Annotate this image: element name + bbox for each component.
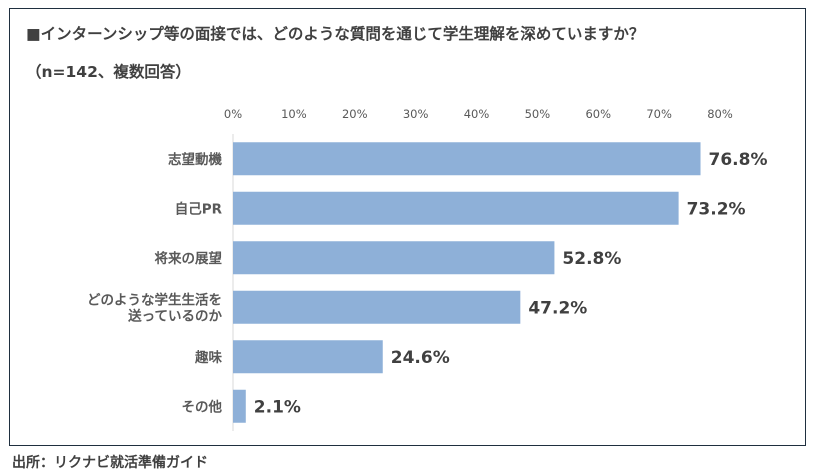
- x-tick-label: 50%: [525, 107, 551, 121]
- x-tick-label: 0%: [224, 107, 242, 121]
- chart-frame: [9, 8, 806, 446]
- category-label: 将来の展望: [155, 250, 223, 267]
- value-label: 24.6%: [391, 348, 450, 368]
- value-label: 2.1%: [254, 397, 301, 417]
- bar: [233, 290, 521, 324]
- bar: [233, 191, 679, 225]
- bar: [233, 340, 383, 374]
- x-tick-label: 30%: [403, 107, 429, 121]
- chart-subtitle: （n=142、複数回答）: [26, 63, 191, 81]
- x-tick-label: 70%: [646, 107, 672, 121]
- x-tick-label: 40%: [464, 107, 490, 121]
- x-tick-label: 10%: [281, 107, 307, 121]
- value-label: 76.8%: [709, 150, 768, 170]
- x-tick-label: 20%: [342, 107, 368, 121]
- x-tick-label: 80%: [707, 107, 733, 121]
- bar: [233, 142, 701, 176]
- value-label: 73.2%: [687, 199, 746, 219]
- category-label: 趣味: [194, 349, 222, 366]
- value-label: 47.2%: [528, 298, 587, 318]
- chart-title: ■インターンシップ等の面接では、どのような質問を通じて学生理解を深めていますか？: [26, 25, 645, 43]
- category-label: 自己PR: [175, 200, 223, 217]
- value-label: 52.8%: [562, 249, 621, 269]
- category-label: 送っているのか: [127, 307, 222, 324]
- source-note: 出所：リクナビ就活準備ガイド: [12, 455, 208, 471]
- category-label: どのような学生生活を: [87, 291, 222, 308]
- bar: [233, 389, 246, 423]
- x-tick-label: 60%: [585, 107, 611, 121]
- category-label: 志望動機: [168, 151, 222, 168]
- bar: [233, 241, 555, 275]
- category-label: その他: [182, 398, 223, 415]
